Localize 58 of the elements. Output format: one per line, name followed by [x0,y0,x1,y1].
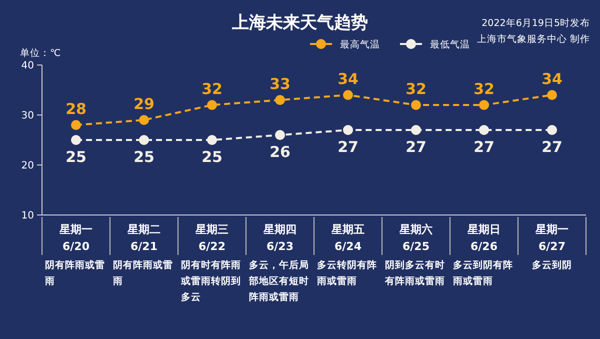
x-tick-label: 星期一 6/27 [534,223,568,253]
data-label: 32 [202,80,222,98]
point [139,115,149,125]
text: 多云到阴 [532,259,572,271]
x-tick-label: 星期四 6/23 [262,223,296,253]
legend-label: 最低气温 [430,38,470,50]
data-label: 32 [474,80,494,98]
point [71,135,81,145]
data-label: 28 [66,100,86,118]
point [71,120,81,130]
data-label: 25 [202,148,222,166]
point [479,100,489,110]
text: 上海市气象服务中心 制作 [476,33,590,45]
data-label: 25 [66,148,86,166]
point [547,125,557,135]
x-tick-label: 星期日 6/26 [466,223,500,253]
point [275,130,285,140]
y-tick-label: 20 [21,160,34,172]
text: 阴有时有阵雨或雷雨转阴到多云 [180,259,241,303]
data-label: 34 [338,70,358,88]
data-label: 26 [270,143,290,161]
data-label: 27 [474,138,494,156]
legend-label: 最高气温 [340,38,380,50]
text: 多云，午后局部地区有短时阵雨或雷雨 [248,259,309,303]
text: 阴到多云有时有阵雨或雷雨 [384,259,445,287]
point [479,125,489,135]
point [275,95,285,105]
data-label: 29 [134,95,154,113]
data-label: 25 [134,148,154,166]
x-tick-label: 星期二 6/21 [126,223,160,253]
text: 阴有阵雨或雷雨 [112,259,173,287]
x-tick-label: 星期五 6/24 [330,223,364,253]
data-label: 27 [542,138,562,156]
point [207,100,217,110]
text: 阴有阵雨或雷雨 [44,259,105,287]
point [343,125,353,135]
y-tick-label: 10 [21,210,34,222]
x-tick-label: 星期三 6/22 [194,223,228,253]
text: 多云转阴有阵雨或雷雨 [316,259,377,287]
y-tick-label: 30 [21,110,34,122]
point [139,135,149,145]
point [343,90,353,100]
point [411,100,421,110]
y-tick-label: 40 [21,60,34,72]
point [411,125,421,135]
data-label: 32 [406,80,426,98]
point [207,135,217,145]
chart-subtitle: 2022年6月19日5时发布 [482,17,590,29]
data-label: 27 [406,138,426,156]
x-tick-label: 星期一 6/20 [58,223,92,253]
data-label: 27 [338,138,358,156]
text: 多云到阴有阵雨或雷雨 [452,259,513,287]
data-label: 34 [542,70,562,88]
data-label: 33 [270,75,290,93]
point [547,90,557,100]
chart-title: 上海未来天气趋势 [231,13,368,33]
x-tick-label: 星期六 6/25 [398,223,432,253]
y-axis-title: 单位：℃ [20,47,61,59]
